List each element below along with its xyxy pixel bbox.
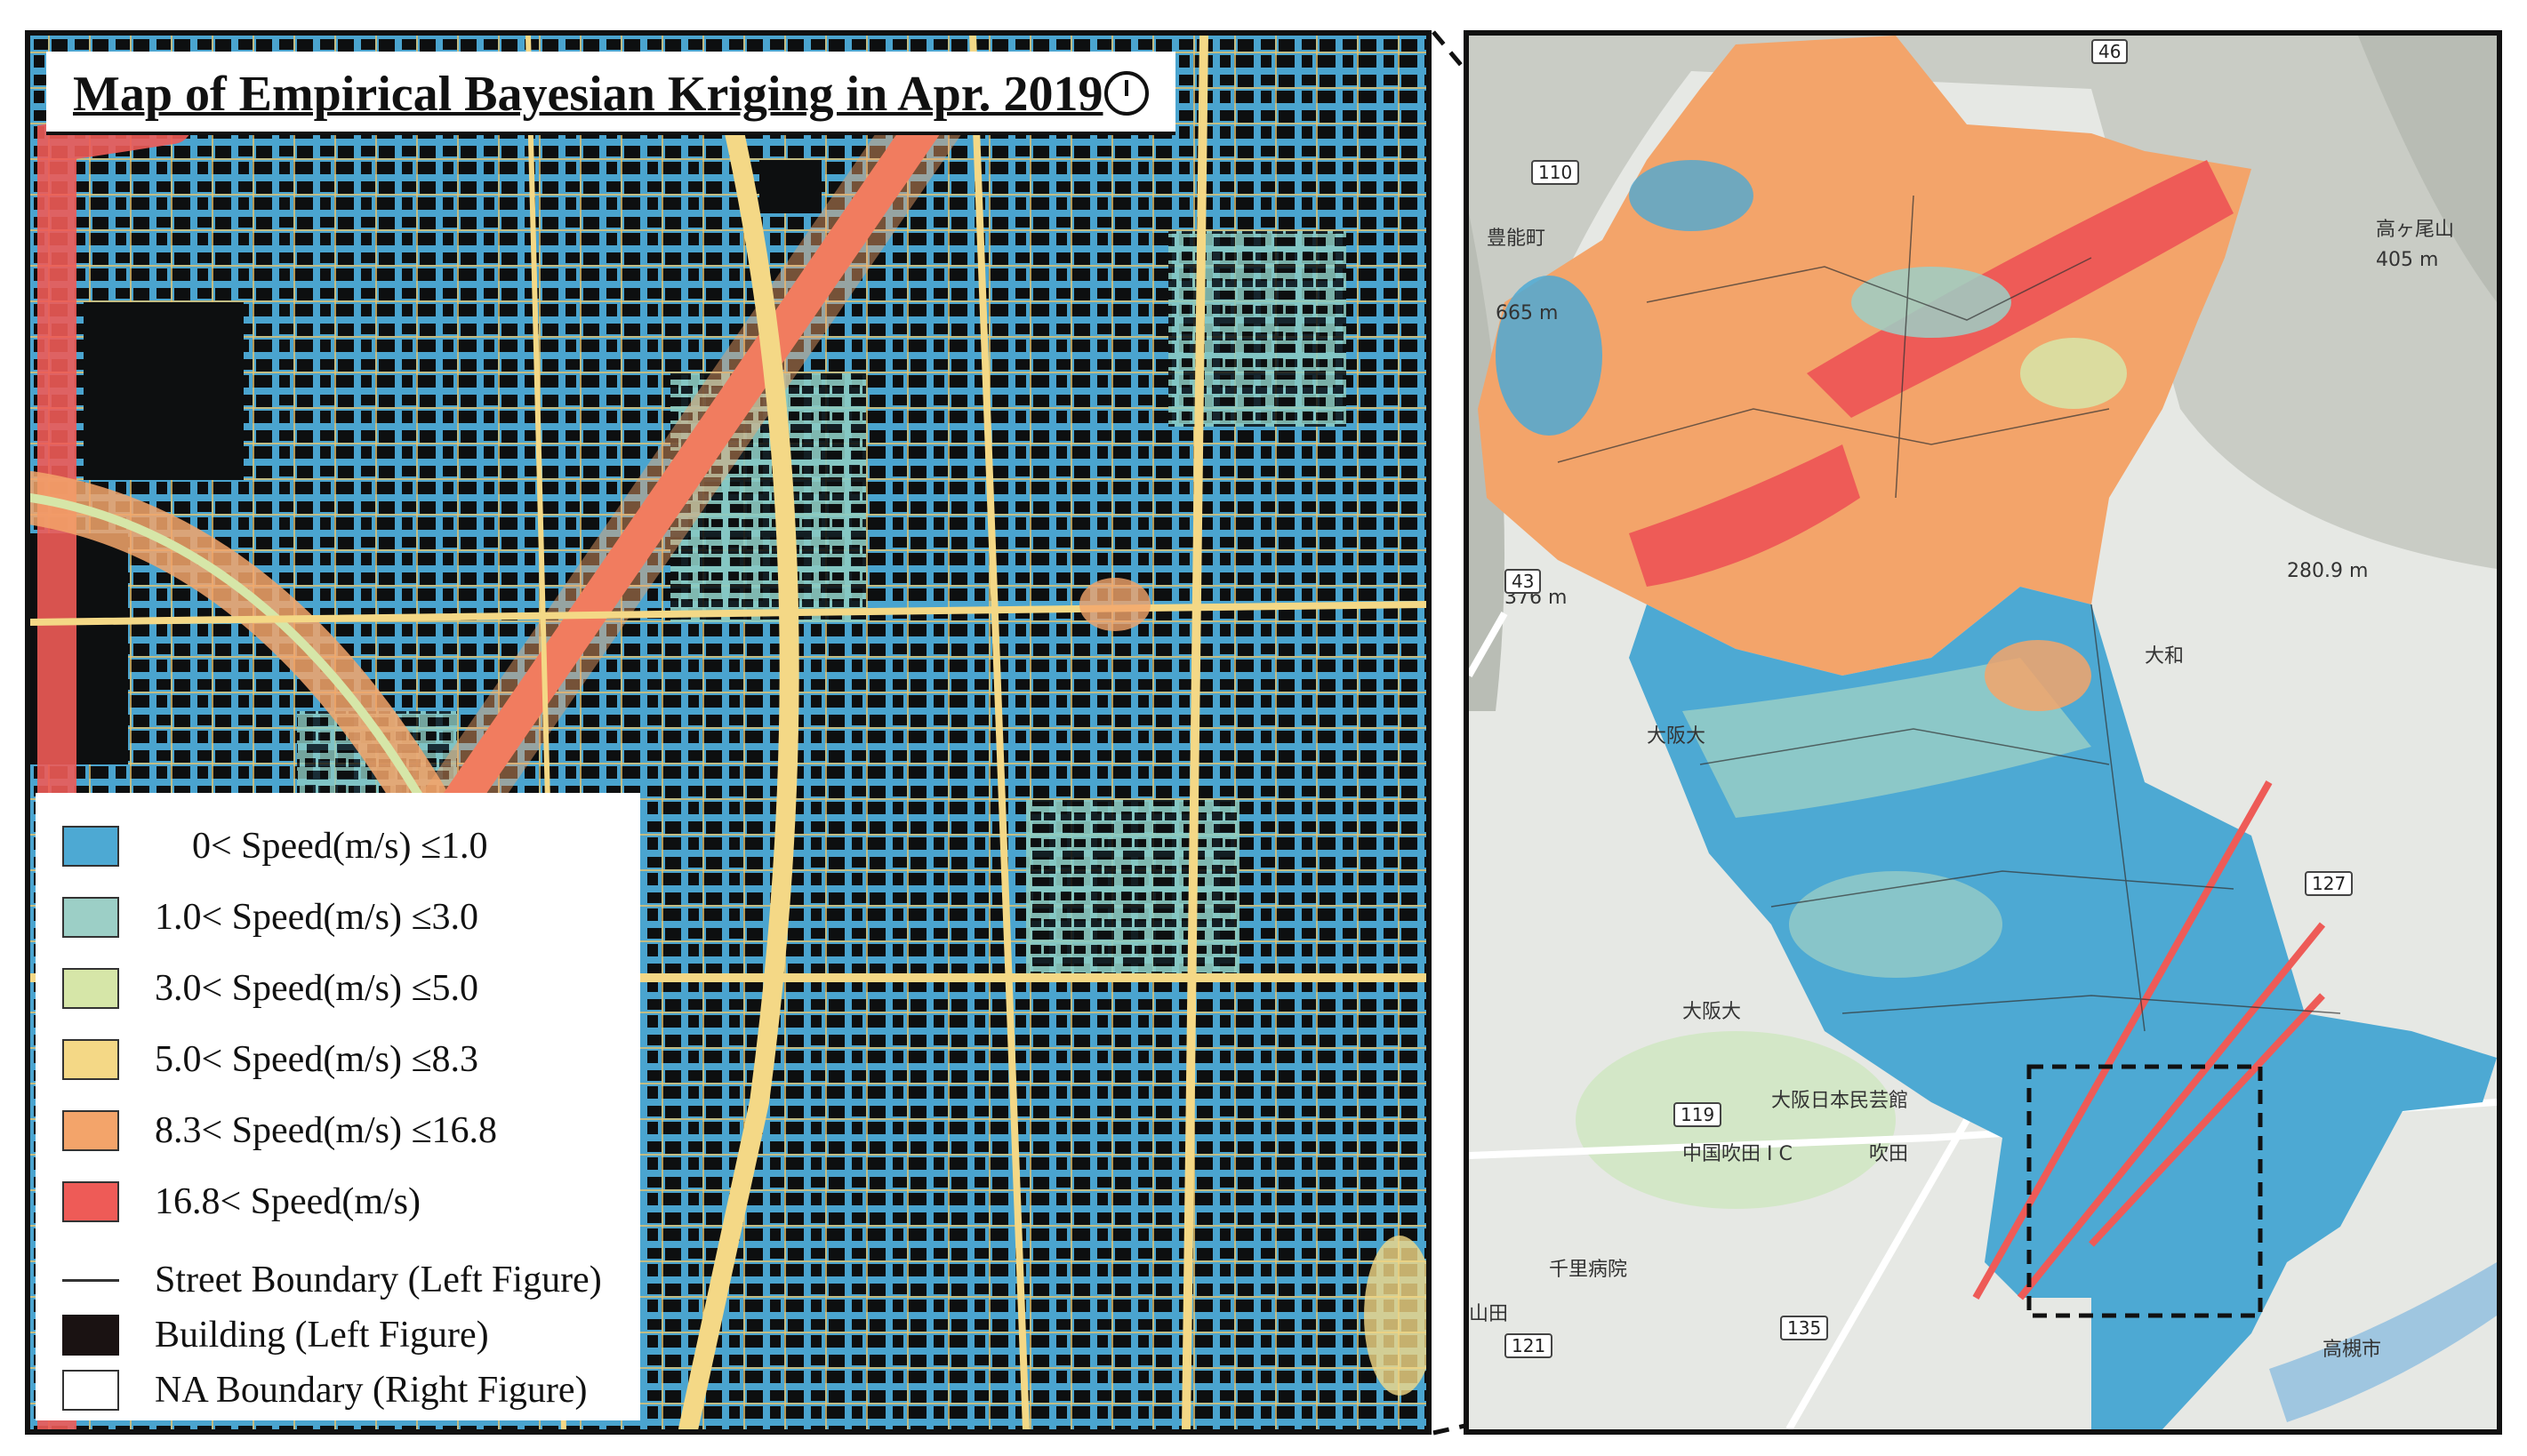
legend-swatch bbox=[62, 897, 119, 938]
legend-item: Street Boundary (Left Figure) bbox=[62, 1253, 602, 1307]
route-shield: 110 bbox=[1531, 160, 1580, 185]
route-shield: 127 bbox=[2305, 871, 2354, 896]
place-label: 405 m bbox=[2376, 249, 2439, 271]
legend: 0< Speed(m/s) ≤1.0 1.0< Speed(m/s) ≤3.0 … bbox=[36, 793, 640, 1420]
legend-label: 5.0< Speed(m/s) ≤8.3 bbox=[155, 1039, 479, 1080]
place-label: 千里病院 bbox=[1549, 1259, 1628, 1281]
legend-label: NA Boundary (Right Figure) bbox=[155, 1370, 588, 1411]
legend-item: 1.0< Speed(m/s) ≤3.0 bbox=[62, 891, 478, 944]
legend-label: 3.0< Speed(m/s) ≤5.0 bbox=[155, 968, 479, 1009]
legend-label: 1.0< Speed(m/s) ≤3.0 bbox=[155, 897, 479, 938]
place-label: 大阪大 bbox=[1682, 1001, 1742, 1023]
legend-label: Street Boundary (Left Figure) bbox=[155, 1260, 602, 1300]
legend-swatch bbox=[62, 1181, 119, 1222]
legend-item: NA Boundary (Right Figure) bbox=[62, 1364, 587, 1417]
route-shield: 119 bbox=[1673, 1102, 1722, 1127]
street-line-icon bbox=[62, 1278, 119, 1282]
legend-item: 8.3< Speed(m/s) ≤16.8 bbox=[62, 1104, 497, 1157]
map-title: Map of Empirical Bayesian Kriging in Apr… bbox=[73, 67, 1103, 122]
building-swatch bbox=[62, 1315, 119, 1356]
place-label: 大阪大 bbox=[1647, 725, 1706, 748]
place-label: 大和 bbox=[2145, 645, 2185, 668]
na-swatch bbox=[62, 1370, 119, 1411]
place-label: 280.9 m bbox=[2287, 560, 2369, 582]
place-label: 高ヶ尾山 bbox=[2376, 219, 2455, 241]
legend-item: 16.8< Speed(m/s) bbox=[62, 1175, 421, 1228]
legend-item: Building (Left Figure) bbox=[62, 1308, 489, 1362]
legend-label: 8.3< Speed(m/s) ≤16.8 bbox=[155, 1110, 498, 1151]
place-label: 665 m bbox=[1496, 302, 1559, 324]
place-label: 吹田 bbox=[1869, 1143, 1909, 1165]
place-label: 豊能町 bbox=[1487, 228, 1546, 250]
legend-item: 0< Speed(m/s) ≤1.0 bbox=[62, 820, 488, 873]
map-title-box: Map of Empirical Bayesian Kriging in Apr… bbox=[46, 52, 1176, 135]
legend-label: 0< Speed(m/s) ≤1.0 bbox=[192, 826, 488, 867]
place-label: 高槻市 bbox=[2322, 1339, 2382, 1361]
legend-swatch bbox=[62, 968, 119, 1009]
route-shield: 43 bbox=[1504, 569, 1542, 594]
left-map-panel: Map of Empirical Bayesian Kriging in Apr… bbox=[25, 30, 1432, 1435]
legend-swatch bbox=[62, 1110, 119, 1151]
legend-item: 3.0< Speed(m/s) ≤5.0 bbox=[62, 962, 478, 1015]
place-label: 中国吹田 I C bbox=[1682, 1143, 1793, 1165]
legend-label: 16.8< Speed(m/s) bbox=[155, 1181, 421, 1222]
place-label: 大阪日本民芸館 bbox=[1771, 1090, 1909, 1112]
clock-icon bbox=[1104, 71, 1150, 116]
legend-swatch bbox=[62, 826, 119, 867]
route-shield: 121 bbox=[1504, 1333, 1553, 1358]
route-shield: 46 bbox=[2091, 39, 2129, 64]
right-map-panel: 豊能町 高ヶ尾山 405 m 665 m 376 m 280.9 m 大阪大 大… bbox=[1464, 30, 2502, 1435]
place-label: 山田 bbox=[1469, 1303, 1509, 1325]
legend-label: Building (Left Figure) bbox=[155, 1315, 489, 1356]
legend-swatch bbox=[62, 1039, 119, 1080]
legend-item: 5.0< Speed(m/s) ≤8.3 bbox=[62, 1033, 478, 1086]
right-map-canvas bbox=[1469, 36, 2497, 1429]
route-shield: 135 bbox=[1780, 1316, 1829, 1340]
